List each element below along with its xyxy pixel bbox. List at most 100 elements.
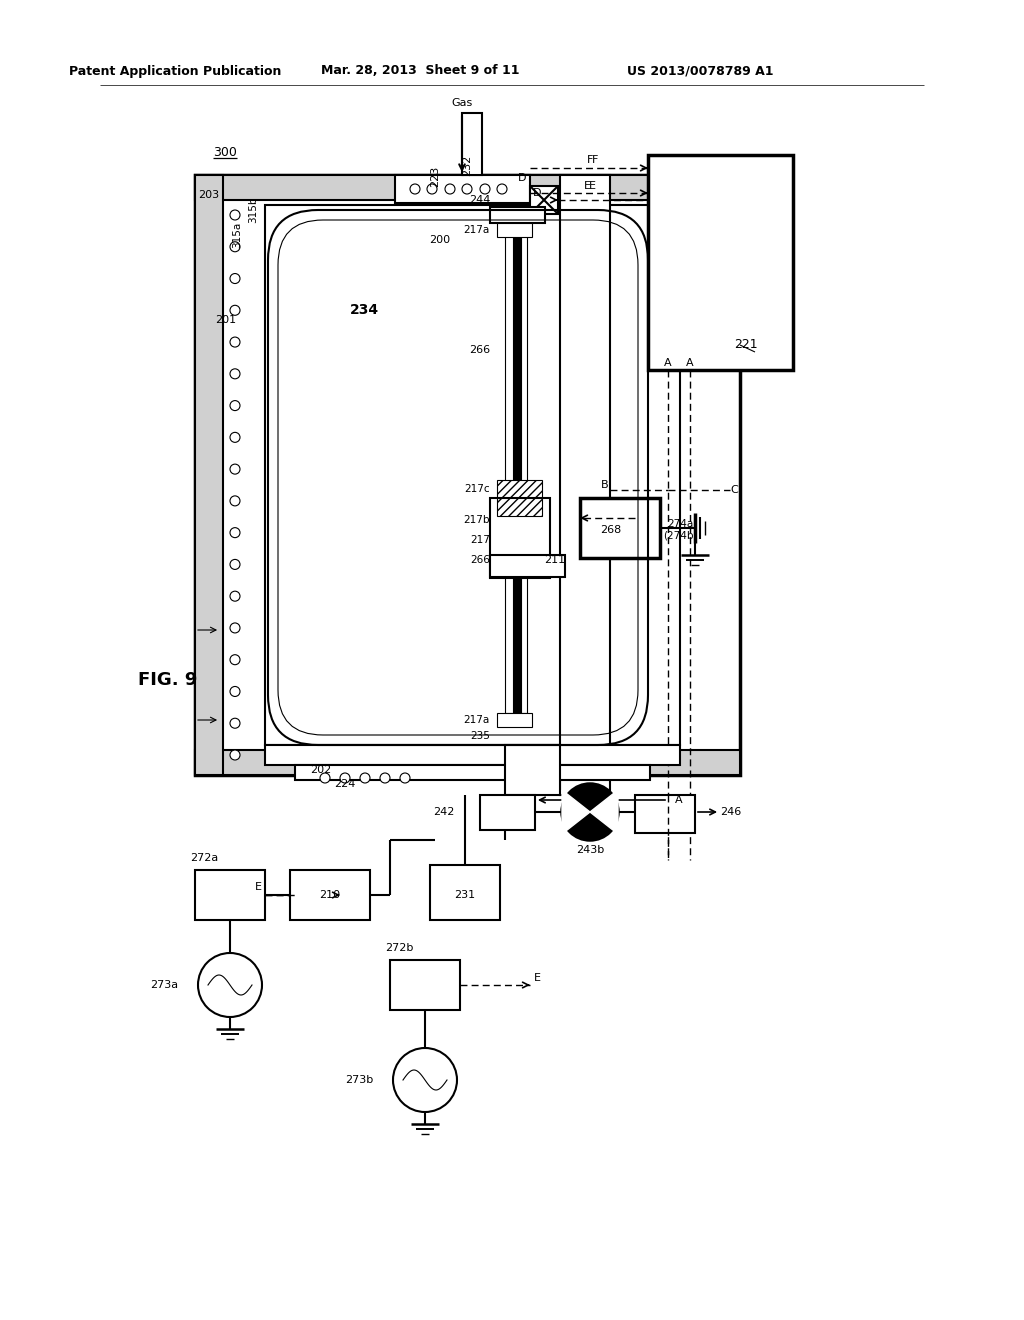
Circle shape [319, 774, 330, 783]
Bar [497, 713, 532, 727]
Circle shape [230, 591, 240, 601]
Text: 217b: 217b [464, 515, 490, 525]
Text: 272a: 272a [190, 853, 218, 863]
Text: Patent Application Publication: Patent Application Publication [69, 65, 282, 78]
Text: FIG. 9: FIG. 9 [138, 671, 198, 689]
Text: 243b: 243b [575, 845, 604, 855]
Bar [648, 154, 793, 370]
Bar [430, 865, 500, 920]
Circle shape [230, 718, 240, 729]
Text: 211: 211 [545, 554, 565, 565]
Polygon shape [562, 789, 590, 834]
Bar [521, 213, 527, 713]
Bar [195, 176, 740, 201]
Bar [462, 114, 482, 176]
Circle shape [198, 953, 262, 1016]
Circle shape [230, 496, 240, 506]
Text: 223: 223 [430, 165, 440, 186]
Bar [513, 213, 521, 713]
Bar [560, 176, 610, 795]
Bar [290, 870, 370, 920]
Bar [265, 205, 680, 744]
Bar [395, 176, 530, 203]
Text: 242: 242 [433, 807, 455, 817]
Text: 300: 300 [213, 147, 237, 160]
Text: 266: 266 [470, 554, 490, 565]
Text: 272b: 272b [385, 942, 414, 953]
Bar [497, 223, 532, 238]
Circle shape [380, 774, 390, 783]
Text: Mar. 28, 2013  Sheet 9 of 11: Mar. 28, 2013 Sheet 9 of 11 [321, 65, 519, 78]
Circle shape [230, 368, 240, 379]
Bar [497, 480, 542, 498]
Circle shape [400, 774, 410, 783]
Text: A: A [686, 358, 694, 368]
Text: 221: 221 [734, 338, 758, 351]
Text: 217c: 217c [464, 484, 490, 494]
Circle shape [230, 686, 240, 697]
Circle shape [360, 774, 370, 783]
Text: A: A [675, 795, 683, 805]
Bar [635, 795, 695, 833]
Circle shape [230, 305, 240, 315]
Text: 274a
(274b): 274a (274b) [663, 519, 697, 541]
Text: E: E [584, 181, 591, 191]
Bar [490, 207, 545, 223]
Circle shape [230, 400, 240, 411]
Circle shape [497, 183, 507, 194]
Circle shape [562, 784, 618, 840]
Circle shape [230, 528, 240, 537]
Text: 273b: 273b [345, 1074, 373, 1085]
Text: 244: 244 [469, 195, 490, 205]
Bar [195, 870, 265, 920]
Bar [265, 744, 680, 766]
Text: 210: 210 [319, 890, 341, 900]
Text: 203: 203 [198, 190, 219, 201]
Bar [580, 498, 660, 558]
Circle shape [410, 183, 420, 194]
Text: 217: 217 [470, 535, 490, 545]
Text: 234: 234 [350, 304, 379, 317]
Text: 315b: 315b [248, 197, 258, 223]
Text: 217a: 217a [464, 715, 490, 725]
Bar [505, 744, 560, 795]
Text: US 2013/0078789 A1: US 2013/0078789 A1 [627, 65, 773, 78]
Text: 200: 200 [429, 235, 450, 246]
Text: F: F [592, 154, 598, 165]
Text: 246: 246 [720, 807, 741, 817]
Text: 315a: 315a [232, 222, 242, 248]
Circle shape [427, 183, 437, 194]
Bar [505, 213, 513, 713]
Circle shape [445, 183, 455, 194]
Text: 266: 266 [469, 345, 490, 355]
Text: Gas: Gas [452, 98, 473, 108]
Text: A: A [665, 358, 672, 368]
Bar [195, 176, 223, 775]
Bar [195, 176, 740, 775]
Text: E: E [255, 882, 262, 892]
Circle shape [230, 750, 240, 760]
Text: D: D [532, 187, 542, 198]
Circle shape [462, 183, 472, 194]
Circle shape [230, 242, 240, 252]
Circle shape [230, 560, 240, 569]
Text: 231: 231 [455, 890, 475, 900]
Text: F: F [587, 154, 593, 165]
Bar [490, 498, 550, 578]
Circle shape [230, 273, 240, 284]
Text: E: E [534, 973, 541, 983]
Text: 235: 235 [470, 731, 490, 741]
Circle shape [230, 623, 240, 634]
Circle shape [230, 465, 240, 474]
Text: 202: 202 [310, 766, 331, 775]
Bar [295, 766, 650, 780]
Bar [195, 750, 740, 775]
Text: 217a: 217a [464, 224, 490, 235]
Circle shape [340, 774, 350, 783]
Text: 273a: 273a [150, 979, 178, 990]
Bar [497, 498, 542, 516]
Circle shape [230, 337, 240, 347]
Circle shape [230, 210, 240, 220]
Circle shape [480, 183, 490, 194]
Polygon shape [590, 789, 618, 834]
